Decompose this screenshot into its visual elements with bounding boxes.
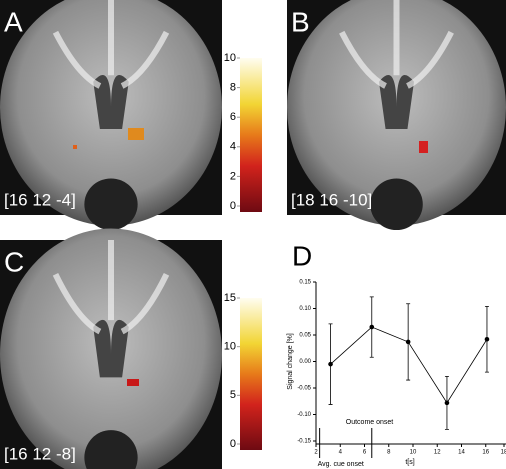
annotation: Avg. cue onset bbox=[318, 461, 364, 468]
colorbar-tick-label: 15 bbox=[224, 292, 236, 304]
cortex-folds bbox=[339, 0, 454, 89]
x-tick-label: 2 bbox=[314, 450, 318, 456]
ventricles bbox=[378, 74, 415, 129]
colorbar-tick-label: 10 bbox=[224, 52, 236, 64]
brain-panel: B [18 16 -10] bbox=[287, 0, 506, 231]
x-tick-label: 4 bbox=[339, 450, 343, 456]
brainstem bbox=[370, 178, 423, 231]
activation bbox=[419, 141, 428, 153]
x-tick-label: 18 bbox=[501, 450, 506, 456]
point bbox=[369, 324, 375, 330]
y-tick-label: -0.10 bbox=[297, 412, 311, 418]
y-axis-label: Signal change [%] bbox=[287, 333, 294, 389]
brainstem bbox=[84, 178, 138, 231]
cortex-folds bbox=[52, 240, 170, 335]
colorbar bbox=[240, 58, 262, 212]
point bbox=[484, 336, 490, 342]
activation bbox=[128, 128, 144, 140]
activation bbox=[73, 145, 77, 149]
activation bbox=[127, 379, 139, 386]
y-tick-label: 0.10 bbox=[299, 306, 311, 312]
colorbar-tick-label: 10 bbox=[224, 341, 236, 353]
x-tick-label: 8 bbox=[387, 450, 391, 456]
brainstem bbox=[84, 430, 138, 469]
panel-letter: C bbox=[4, 246, 24, 277]
panel-letter: A bbox=[4, 6, 23, 37]
brain-panel: A [16 12 -4] bbox=[0, 0, 222, 231]
point bbox=[405, 339, 411, 345]
y-tick-label: -0.05 bbox=[297, 386, 311, 392]
colorbar-tick-label: 5 bbox=[230, 389, 236, 401]
y-tick-label: 0.05 bbox=[299, 333, 311, 339]
x-tick-label: 16 bbox=[482, 450, 489, 456]
coordinates: [16 12 -8] bbox=[4, 444, 76, 463]
x-tick-label: 10 bbox=[410, 450, 417, 456]
x-tick-label: 6 bbox=[363, 450, 367, 456]
panel-letter: B bbox=[291, 6, 310, 37]
colorbar-tick-label: 2 bbox=[230, 170, 236, 182]
cortex-folds bbox=[52, 0, 170, 89]
y-tick-label: 0.15 bbox=[299, 280, 311, 286]
annotation: Outcome onset bbox=[346, 419, 394, 426]
brain-slice bbox=[0, 228, 222, 469]
y-tick-label: 0.00 bbox=[299, 359, 311, 365]
ventricles bbox=[93, 319, 129, 378]
line bbox=[330, 326, 488, 404]
brain-panel: C [16 12 -8] bbox=[0, 228, 222, 469]
point bbox=[444, 400, 450, 406]
colorbar-tick-label: 8 bbox=[230, 82, 236, 94]
coordinates: [18 16 -10] bbox=[291, 190, 372, 209]
x-tick-label: 14 bbox=[458, 450, 465, 456]
colorbar-tick-label: 4 bbox=[230, 141, 236, 153]
x-axis-label: t[s] bbox=[405, 459, 414, 466]
x-tick-label: 12 bbox=[434, 450, 441, 456]
ventricles bbox=[93, 74, 129, 129]
point bbox=[328, 361, 333, 367]
panel-letter: D bbox=[292, 240, 312, 271]
colorbar-tick-label: 0 bbox=[230, 438, 236, 450]
colorbar-tick-label: 6 bbox=[230, 111, 236, 123]
colorbar-tick-label: 0 bbox=[230, 200, 236, 212]
y-tick-label: -0.15 bbox=[297, 439, 311, 445]
colorbar bbox=[240, 298, 262, 450]
coordinates: [16 12 -4] bbox=[4, 190, 76, 209]
